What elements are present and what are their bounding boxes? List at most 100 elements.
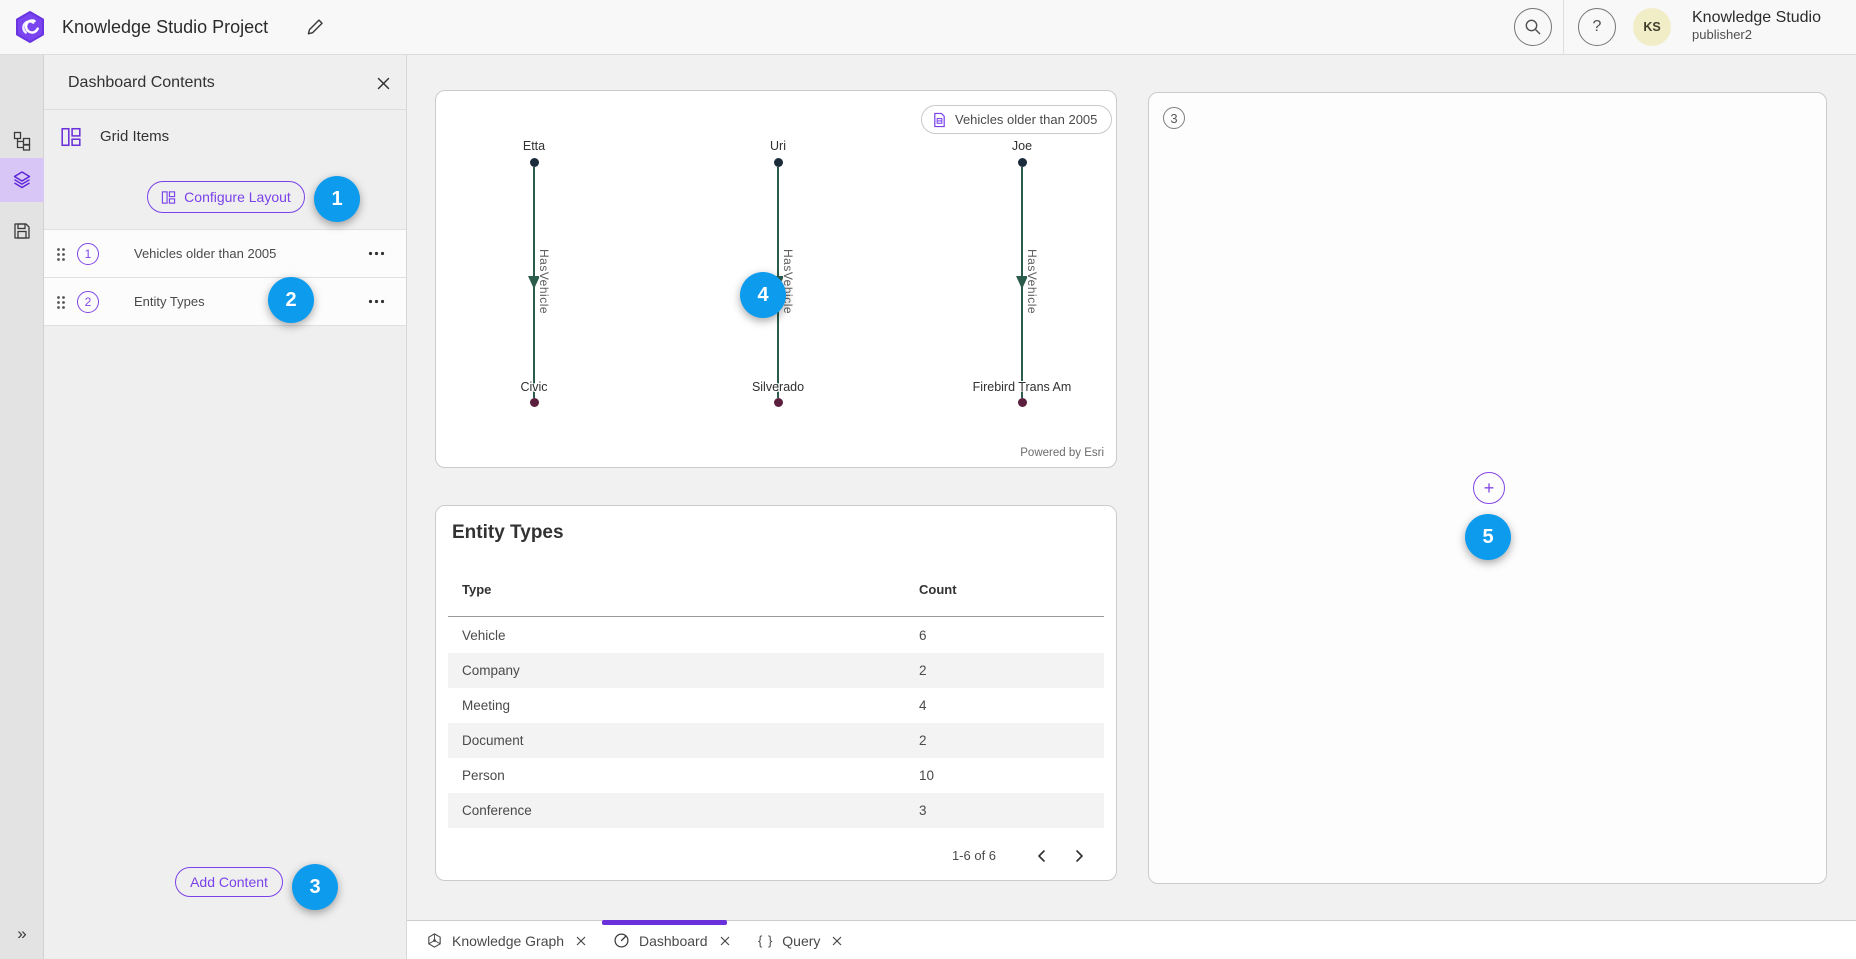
tour-step-badge[interactable]: 5	[1465, 514, 1511, 560]
close-panel-button[interactable]	[372, 72, 394, 94]
table-row[interactable]: Conference 3	[448, 793, 1104, 828]
close-icon	[377, 77, 389, 89]
close-tab-button[interactable]	[832, 936, 842, 946]
entity-node-label[interactable]: Etta	[522, 139, 546, 153]
topbar-divider	[1563, 0, 1564, 55]
tab-label: Query	[782, 932, 821, 949]
graph-column: Uri HasVehicle Silverado	[718, 131, 838, 417]
tour-step-badge[interactable]: 1	[314, 176, 360, 222]
column-header-type[interactable]: Type	[462, 582, 492, 597]
expand-rail-button[interactable]: »	[0, 912, 44, 956]
knowledge-graph-icon	[428, 933, 441, 948]
close-icon	[832, 936, 842, 945]
entity-node[interactable]	[773, 398, 783, 407]
add-content-button[interactable]: Add Content	[175, 867, 283, 897]
empty-grid-slot: 3 +	[1148, 92, 1827, 884]
table-row[interactable]: Company 2	[448, 653, 1104, 688]
close-tab-button[interactable]	[720, 936, 730, 946]
item-options-button[interactable]	[368, 251, 385, 256]
item-number: 2	[77, 291, 99, 313]
relationship-label[interactable]: HasVehicle	[1025, 249, 1039, 315]
graph-column: Joe HasVehicle Firebird Trans Am	[962, 131, 1082, 417]
entity-node[interactable]	[1017, 158, 1027, 167]
item-options-button[interactable]	[368, 299, 385, 304]
dashboard-gauge-icon	[614, 933, 629, 948]
cell-count: 4	[919, 698, 927, 713]
user-info: Knowledge Studio publisher2	[1692, 8, 1821, 43]
report-icon	[934, 112, 945, 127]
save-icon	[14, 223, 30, 239]
column-header-count[interactable]: Count	[919, 582, 957, 597]
item-label: Vehicles older than 2005	[134, 246, 277, 261]
help-button[interactable]: ?	[1578, 8, 1616, 46]
page-title: Knowledge Studio Project	[62, 17, 269, 37]
panel-header: Dashboard Contents	[44, 55, 406, 110]
cell-count: 2	[919, 733, 927, 748]
search-icon	[1525, 19, 1541, 35]
close-icon	[576, 936, 586, 945]
search-button[interactable]	[1514, 8, 1552, 46]
entity-node-label[interactable]: Uri	[770, 139, 786, 153]
grid-items-list: 1 Vehicles older than 2005 2 Entity Type…	[44, 229, 406, 326]
table-row[interactable]: Person 10	[448, 758, 1104, 793]
rail-item-link-chart[interactable]	[0, 119, 44, 163]
user-avatar[interactable]: KS	[1633, 8, 1671, 46]
question-icon: ?	[1592, 18, 1602, 35]
entity-node[interactable]	[773, 158, 783, 167]
item-label: Entity Types	[134, 294, 205, 309]
pagination: 1-6 of 6	[436, 836, 1116, 876]
double-chevron-icon: »	[17, 924, 27, 943]
top-bar: Knowledge Studio Project ? KS Knowledge …	[0, 0, 1856, 55]
edit-title-button[interactable]	[304, 16, 328, 40]
layer-chip[interactable]: Vehicles older than 2005	[921, 105, 1113, 134]
drag-handle-icon[interactable]	[56, 247, 66, 262]
tour-step-badge[interactable]: 2	[268, 277, 314, 323]
rail-item-save[interactable]	[0, 209, 44, 253]
close-tab-button[interactable]	[576, 936, 586, 946]
entity-node-label[interactable]: Firebird Trans Am	[972, 380, 1072, 394]
rail-item-dashboard-contents[interactable]	[0, 158, 44, 202]
tour-step-badge[interactable]: 3	[292, 864, 338, 910]
list-item-entity-types[interactable]: 2 Entity Types	[44, 278, 406, 326]
cell-type: Person	[462, 768, 505, 783]
braces-icon: { }	[758, 933, 774, 948]
entity-node-label[interactable]: Joe	[1011, 139, 1033, 153]
tab-knowledge-graph[interactable]: Knowledge Graph	[420, 921, 592, 959]
add-widget-button[interactable]: +	[1473, 472, 1505, 504]
table-row[interactable]: Meeting 4	[448, 688, 1104, 723]
drag-handle-icon[interactable]	[56, 295, 66, 310]
cell-type: Company	[462, 663, 520, 678]
grid-items-label: Grid Items	[100, 128, 170, 145]
pagination-label: 1-6 of 6	[951, 848, 997, 863]
entity-types-widget: Entity Types Type Count Vehicle 6 Company…	[435, 505, 1117, 881]
relationship-label[interactable]: HasVehicle	[537, 249, 551, 315]
edge-arrow-icon	[1016, 276, 1028, 289]
list-item-vehicles[interactable]: 1 Vehicles older than 2005	[44, 230, 406, 278]
entity-node[interactable]	[529, 158, 539, 167]
chevron-right-icon	[1075, 850, 1083, 862]
cell-count: 6	[919, 628, 927, 643]
entity-node-label[interactable]: Silverado	[751, 380, 805, 394]
header-divider	[448, 616, 1104, 617]
cell-count: 3	[919, 803, 927, 818]
table-row[interactable]: Document 2	[448, 723, 1104, 758]
user-role: publisher2	[1692, 27, 1752, 43]
entity-node-label[interactable]: Civic	[520, 380, 548, 394]
tab-dashboard[interactable]: Dashboard	[607, 921, 736, 959]
previous-page-button[interactable]	[1029, 844, 1053, 868]
cell-type: Conference	[462, 803, 532, 818]
edge-arrow-icon	[528, 276, 540, 289]
layers-icon	[13, 171, 31, 189]
tab-query[interactable]: { } Query	[752, 921, 848, 959]
entity-node[interactable]	[1017, 398, 1027, 407]
grid-items-section-header: Grid Items	[44, 115, 406, 159]
next-page-button[interactable]	[1067, 844, 1091, 868]
plus-icon: +	[1483, 477, 1495, 498]
tour-step-badge[interactable]: 4	[740, 272, 786, 318]
cell-count: 10	[919, 768, 935, 783]
active-tab-indicator	[602, 920, 727, 925]
entity-node[interactable]	[529, 398, 539, 407]
configure-layout-button[interactable]: Configure Layout	[147, 181, 305, 213]
table-row[interactable]: Vehicle 6	[448, 618, 1104, 653]
